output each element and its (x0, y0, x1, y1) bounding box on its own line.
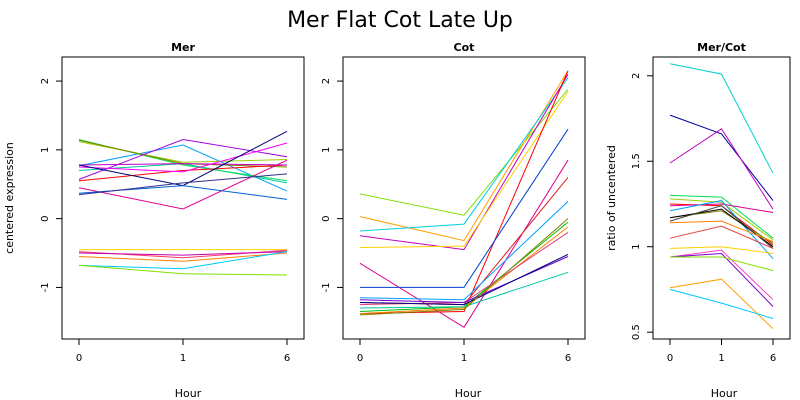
series-line (669, 220, 774, 243)
series-line (78, 138, 288, 180)
y-tick-label: 0 (321, 215, 332, 221)
series-line (669, 194, 774, 239)
series-line (78, 264, 288, 276)
x-tick-label: 6 (565, 353, 571, 364)
series-line (669, 288, 774, 319)
series-line (359, 73, 569, 251)
series-line (669, 205, 774, 249)
series-line (669, 198, 774, 241)
series-line (359, 256, 569, 304)
panel-title: Mer (171, 41, 195, 54)
y-tick-label: 1.5 (631, 153, 642, 169)
plot-frame (61, 56, 305, 340)
x-tick-label: 6 (284, 353, 290, 364)
chart-title: Mer Flat Cot Late Up (287, 8, 513, 33)
series-line (360, 128, 569, 288)
y-axis-label: ratio of uncentered (605, 145, 618, 251)
series-line (78, 252, 288, 262)
x-tick-label: 0 (357, 353, 363, 364)
series-line (78, 139, 288, 168)
series-line (359, 253, 569, 306)
panel-title: Cot (454, 41, 475, 54)
series-line (670, 256, 774, 272)
series-line (78, 251, 288, 256)
series-line (669, 203, 774, 213)
series-line (359, 218, 569, 316)
series-line (359, 201, 569, 301)
series-line (78, 164, 288, 182)
panel-mer-cot: Mer/Cot Hour ratio of uncentered 0.5 1 1.5… (605, 41, 791, 400)
x-tick-label: 1 (461, 353, 467, 364)
series-line (669, 246, 774, 254)
series-line (669, 225, 774, 249)
y-tick-label: 2 (631, 73, 642, 79)
series-line (669, 210, 774, 244)
y-tick-label: -1 (321, 282, 332, 292)
series-line (359, 226, 569, 315)
series-line (78, 185, 288, 200)
y-tick-label: 0.5 (631, 324, 642, 340)
y-tick-label: 1 (631, 244, 642, 250)
series-line (669, 249, 774, 301)
x-tick-label: 1 (718, 353, 724, 364)
panel-cot: Cot Hour -1 0 1 2 0 1 6 (321, 41, 586, 400)
series-line (78, 251, 288, 270)
series-line (78, 142, 288, 173)
series-line (669, 114, 774, 201)
y-tick-label: -1 (40, 282, 51, 292)
series-line (669, 200, 774, 260)
series-line (359, 91, 569, 248)
panel-title: Mer/Cot (697, 41, 746, 54)
series-line (359, 70, 569, 242)
y-tick-label: 0 (40, 215, 51, 221)
y-tick-label: 1 (40, 147, 51, 153)
series-line (359, 159, 569, 328)
series-line (669, 252, 774, 307)
x-axis-label: Hour (175, 387, 202, 400)
series-line (359, 271, 569, 309)
series-line (359, 88, 569, 216)
series-line (669, 63, 774, 174)
x-tick-label: 1 (180, 353, 186, 364)
series-line (359, 231, 569, 306)
series-line (359, 70, 569, 315)
y-axis-label: centered expression (3, 142, 16, 254)
y-tick-label: 2 (321, 78, 332, 84)
x-axis-label: Hour (455, 387, 482, 400)
x-tick-label: 0 (667, 353, 673, 364)
series-line (669, 278, 774, 330)
series-line (78, 163, 288, 166)
x-axis-label: Hour (711, 387, 738, 400)
panel-mer: Mer Hour centered expression -1 0 1 2 0 1 6 (3, 41, 305, 400)
x-tick-label: 6 (770, 353, 776, 364)
series-line (359, 77, 569, 232)
series-line (669, 128, 774, 210)
x-tick-label: 0 (76, 353, 82, 364)
y-tick-label: 1 (321, 147, 332, 153)
series-line (78, 173, 288, 196)
y-tick-label: 2 (40, 78, 51, 84)
